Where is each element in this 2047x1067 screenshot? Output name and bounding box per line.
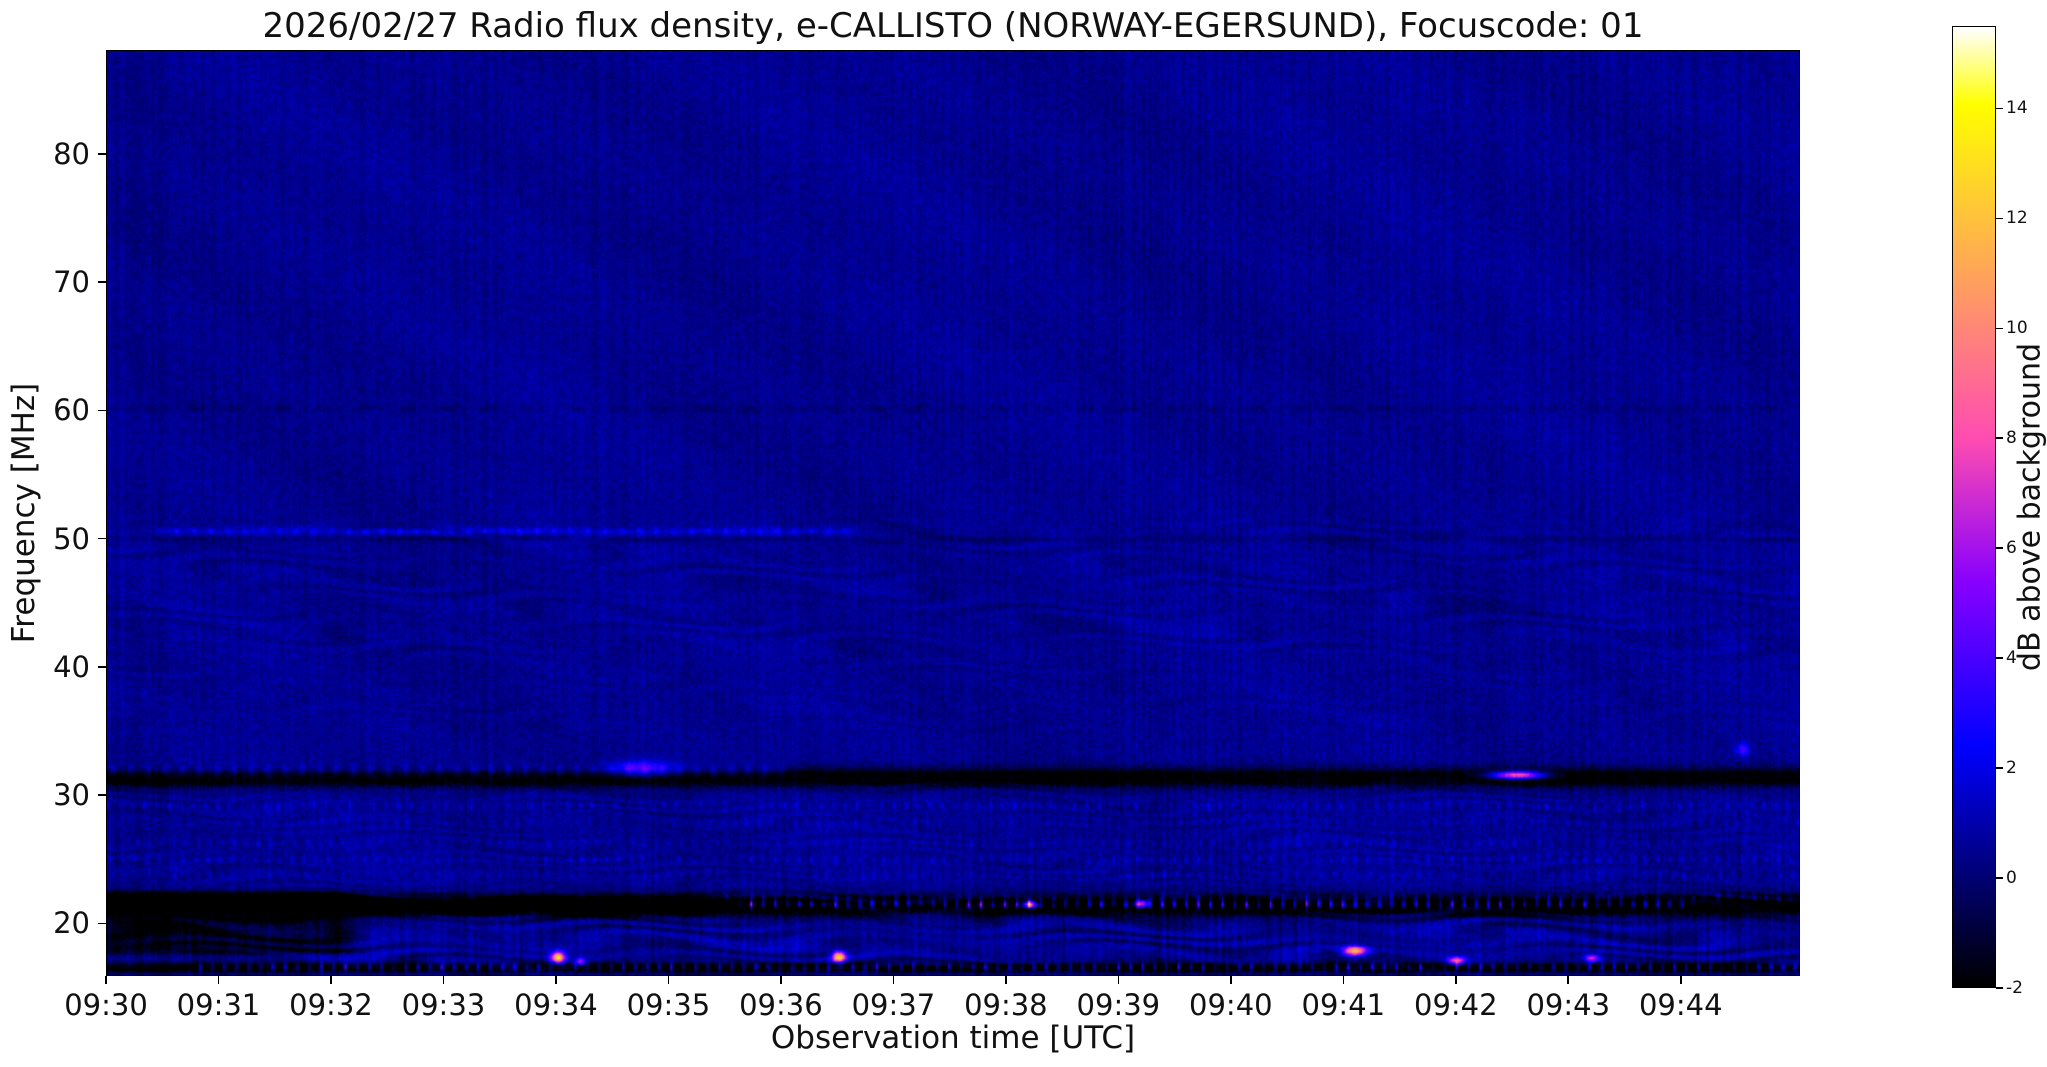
colorbar-tick-label: 14 [2006,98,2028,119]
y-tickmark [98,794,106,796]
colorbar-tick-label: -2 [2006,978,2023,998]
colorbar [1952,26,1996,988]
colorbar-label: dB above background [2012,342,2047,672]
x-tickmark [892,976,895,984]
y-tickmark [98,666,106,668]
y-tickmark [98,922,106,925]
x-tickmark [555,976,557,984]
y-tick-label: 30 [53,778,90,813]
x-tickmark [217,976,220,984]
x-tickmark [330,976,332,984]
x-tickmark [667,976,670,984]
x-tick-label: 09:33 [401,988,486,1022]
y-tickmark [98,153,106,155]
chart-title: 2026/02/27 Radio flux density, e-CALLIST… [262,6,1644,46]
x-tickmark [780,976,782,984]
colorbar-tick-label: 8 [2006,428,2017,449]
colorbar-tick-label: 2 [2006,758,2017,779]
x-axis-label: Observation time [UTC] [770,1020,1136,1056]
colorbar-canvas [1953,27,1995,987]
x-tickmark [1455,976,1457,984]
y-tick-label: 80 [53,136,90,171]
colorbar-tick-label: 6 [2006,538,2017,559]
colorbar-tickmark [1996,437,2003,440]
colorbar-tick-label: 10 [2006,318,2028,339]
y-tickmark [98,537,106,540]
x-tick-label: 09:39 [1076,988,1161,1022]
y-tick-label: 70 [53,265,90,300]
x-tickmark [1005,976,1007,984]
x-tickmark [442,976,445,984]
x-tick-label: 09:43 [1526,988,1611,1022]
x-tick-label: 09:37 [851,988,936,1022]
x-tick-label: 09:41 [1301,988,1386,1022]
colorbar-tickmark [1996,217,2003,220]
x-tick-label: 09:44 [1638,988,1723,1022]
y-tickmark [98,409,106,412]
x-tick-label: 09:38 [964,988,1048,1022]
colorbar-tickmark [1996,877,2003,879]
y-tick-label: 50 [53,521,90,556]
x-tick-label: 09:36 [739,988,823,1022]
y-tick-label: 40 [53,649,90,684]
x-tick-label: 09:35 [626,988,711,1022]
x-tick-label: 09:32 [289,988,373,1022]
x-tick-label: 09:31 [176,988,261,1022]
x-tick-label: 09:40 [1189,988,1273,1022]
spectrogram-plot [106,50,1800,976]
colorbar-tickmark [1996,107,2003,110]
colorbar-tickmark [1996,657,2003,659]
x-tickmark [1567,976,1570,984]
colorbar-tick-label: 0 [2006,868,2017,889]
spectrogram-canvas [107,51,1799,975]
colorbar-tick-label: 4 [2006,648,2017,669]
colorbar-tickmark [1996,327,2003,330]
x-tickmark [1342,976,1345,984]
y-tickmark [98,281,106,283]
x-tickmark [105,976,107,984]
x-tickmark [1679,976,1682,984]
x-tick-label: 09:34 [514,988,598,1022]
colorbar-tick-label: 12 [2006,208,2028,229]
colorbar-tickmark [1996,547,2003,550]
x-tick-label: 09:30 [64,988,148,1022]
x-tickmark [1117,976,1120,984]
x-tickmark [1230,976,1232,984]
colorbar-tickmark [1996,767,2003,769]
y-tick-label: 20 [53,906,90,941]
colorbar-tickmark [1996,987,2003,989]
x-tick-label: 09:42 [1414,988,1498,1022]
y-tick-label: 60 [53,393,90,428]
